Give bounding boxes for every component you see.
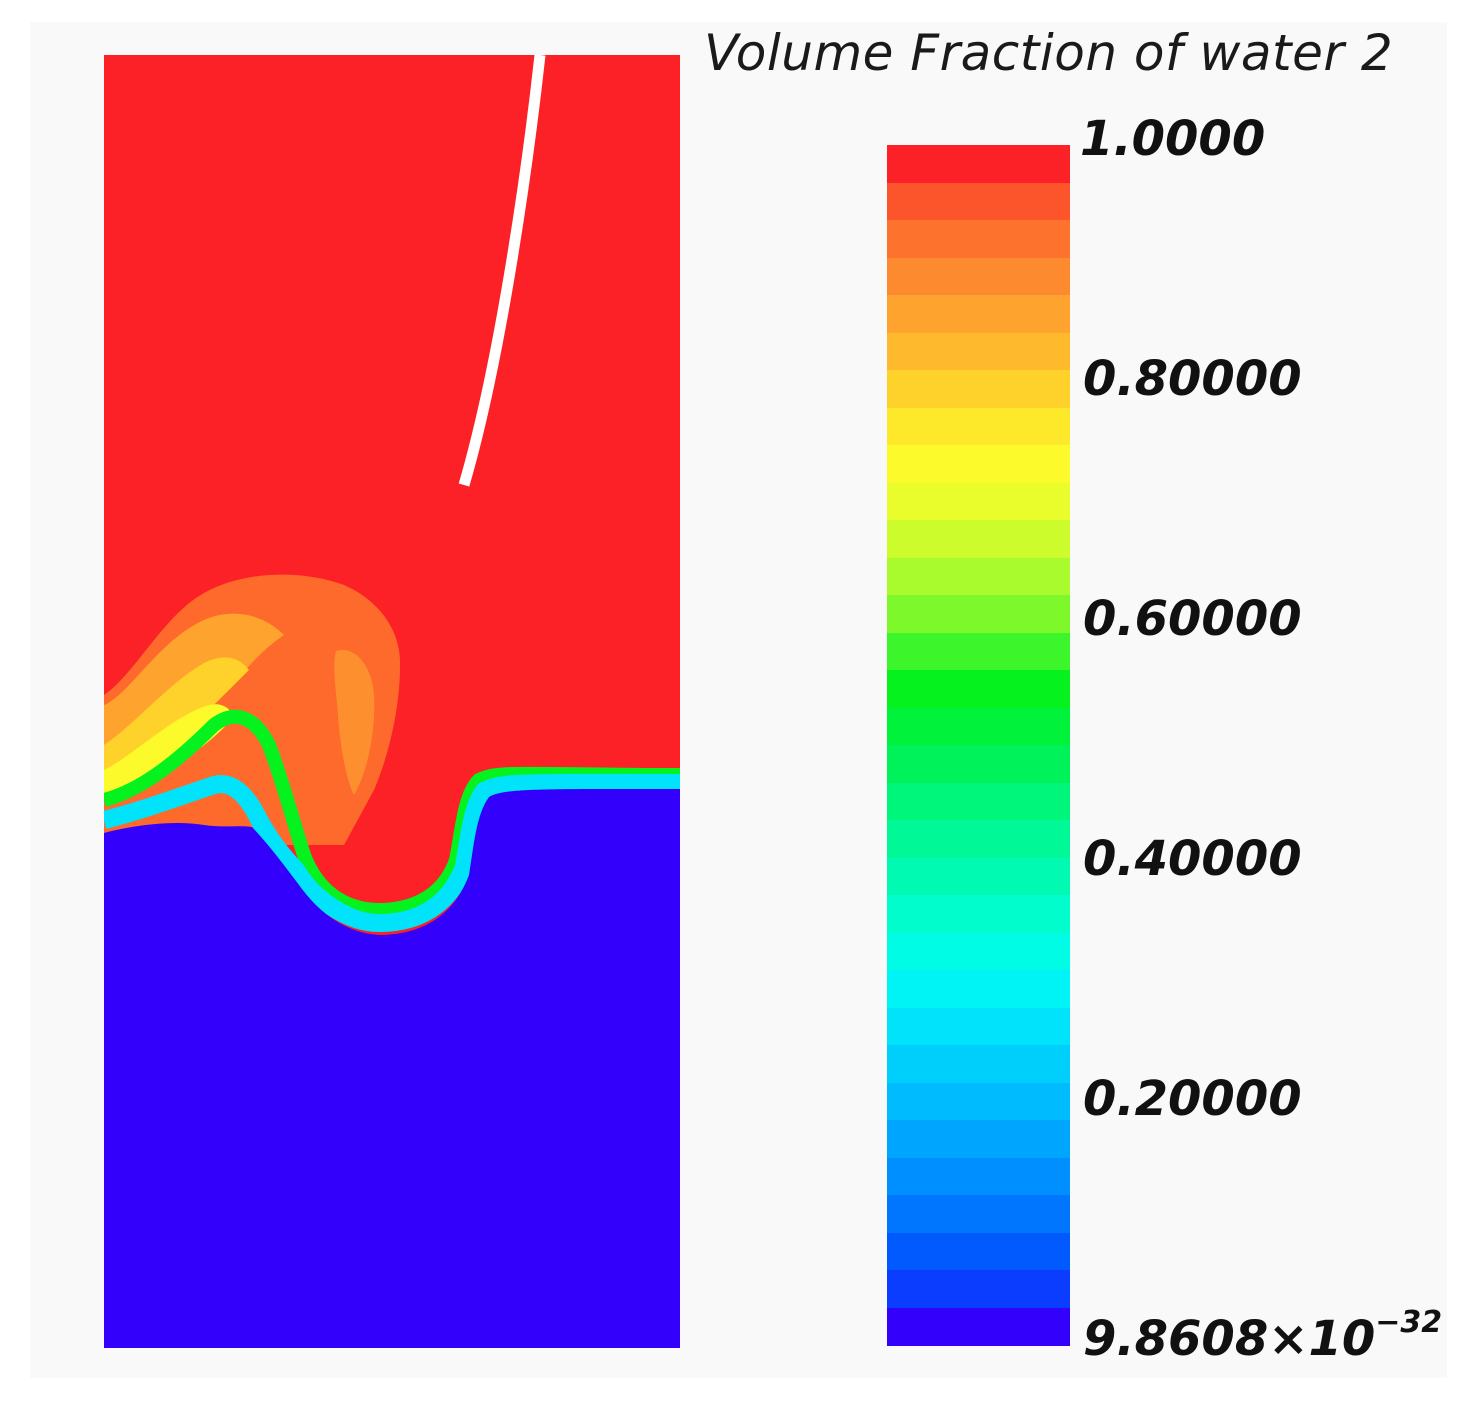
colorbar-band [887, 182, 1070, 221]
interface-cyan-fringe [104, 773, 680, 933]
tick-label: 0.80000 [1083, 351, 1302, 407]
colorbar-band [887, 595, 1070, 634]
colorbar-band [887, 745, 1070, 784]
colorbar-band [887, 1045, 1070, 1084]
colorbar-band [887, 1157, 1070, 1196]
colorbar-band [887, 1007, 1070, 1046]
colorbar-band [887, 145, 1070, 184]
tick-label: 0.20000 [1083, 1071, 1302, 1127]
colorbar-band [887, 632, 1070, 671]
colorbar-band [887, 707, 1070, 746]
colorbar-band [887, 857, 1070, 896]
colorbar-band [887, 482, 1070, 521]
colorbar-band [887, 1082, 1070, 1121]
colorbar-band [887, 1120, 1070, 1159]
tick-label: 0.60000 [1083, 591, 1302, 647]
colorbar-band [887, 557, 1070, 596]
colorbar-band [887, 782, 1070, 821]
plume-left-layer-3 [104, 704, 234, 797]
colorbar-band [887, 1195, 1070, 1234]
colorbar-band [887, 932, 1070, 971]
colorbar-band [887, 970, 1070, 1009]
colorbar-band [887, 220, 1070, 259]
colorbar-band [887, 1307, 1070, 1346]
volume-fraction-contour [104, 55, 680, 1348]
plume-inner-core [334, 649, 375, 795]
colorbar-band [887, 820, 1070, 859]
colorbar-band [887, 257, 1070, 296]
colorbar-band [887, 520, 1070, 559]
interface-green-fringe [104, 709, 680, 918]
colorbar-band [887, 295, 1070, 334]
colorbar [887, 145, 1070, 1346]
colorbar-band [887, 1232, 1070, 1271]
tick-label: 1.0000 [1080, 111, 1266, 167]
colorbar-band [887, 1270, 1070, 1309]
colorbar-band [887, 332, 1070, 371]
legend-title: Volume Fraction of water 2 [704, 24, 1394, 82]
colorbar-band [887, 370, 1070, 409]
lower-fluid-region [104, 788, 680, 1348]
colorbar-band [887, 445, 1070, 484]
colorbar-band [887, 670, 1070, 709]
white-streak [458, 55, 546, 487]
colorbar-band [887, 407, 1070, 446]
tick-label: 0.40000 [1083, 831, 1302, 887]
tick-label: 9.8608×10−32 [1083, 1305, 1443, 1367]
colorbar-band [887, 895, 1070, 934]
